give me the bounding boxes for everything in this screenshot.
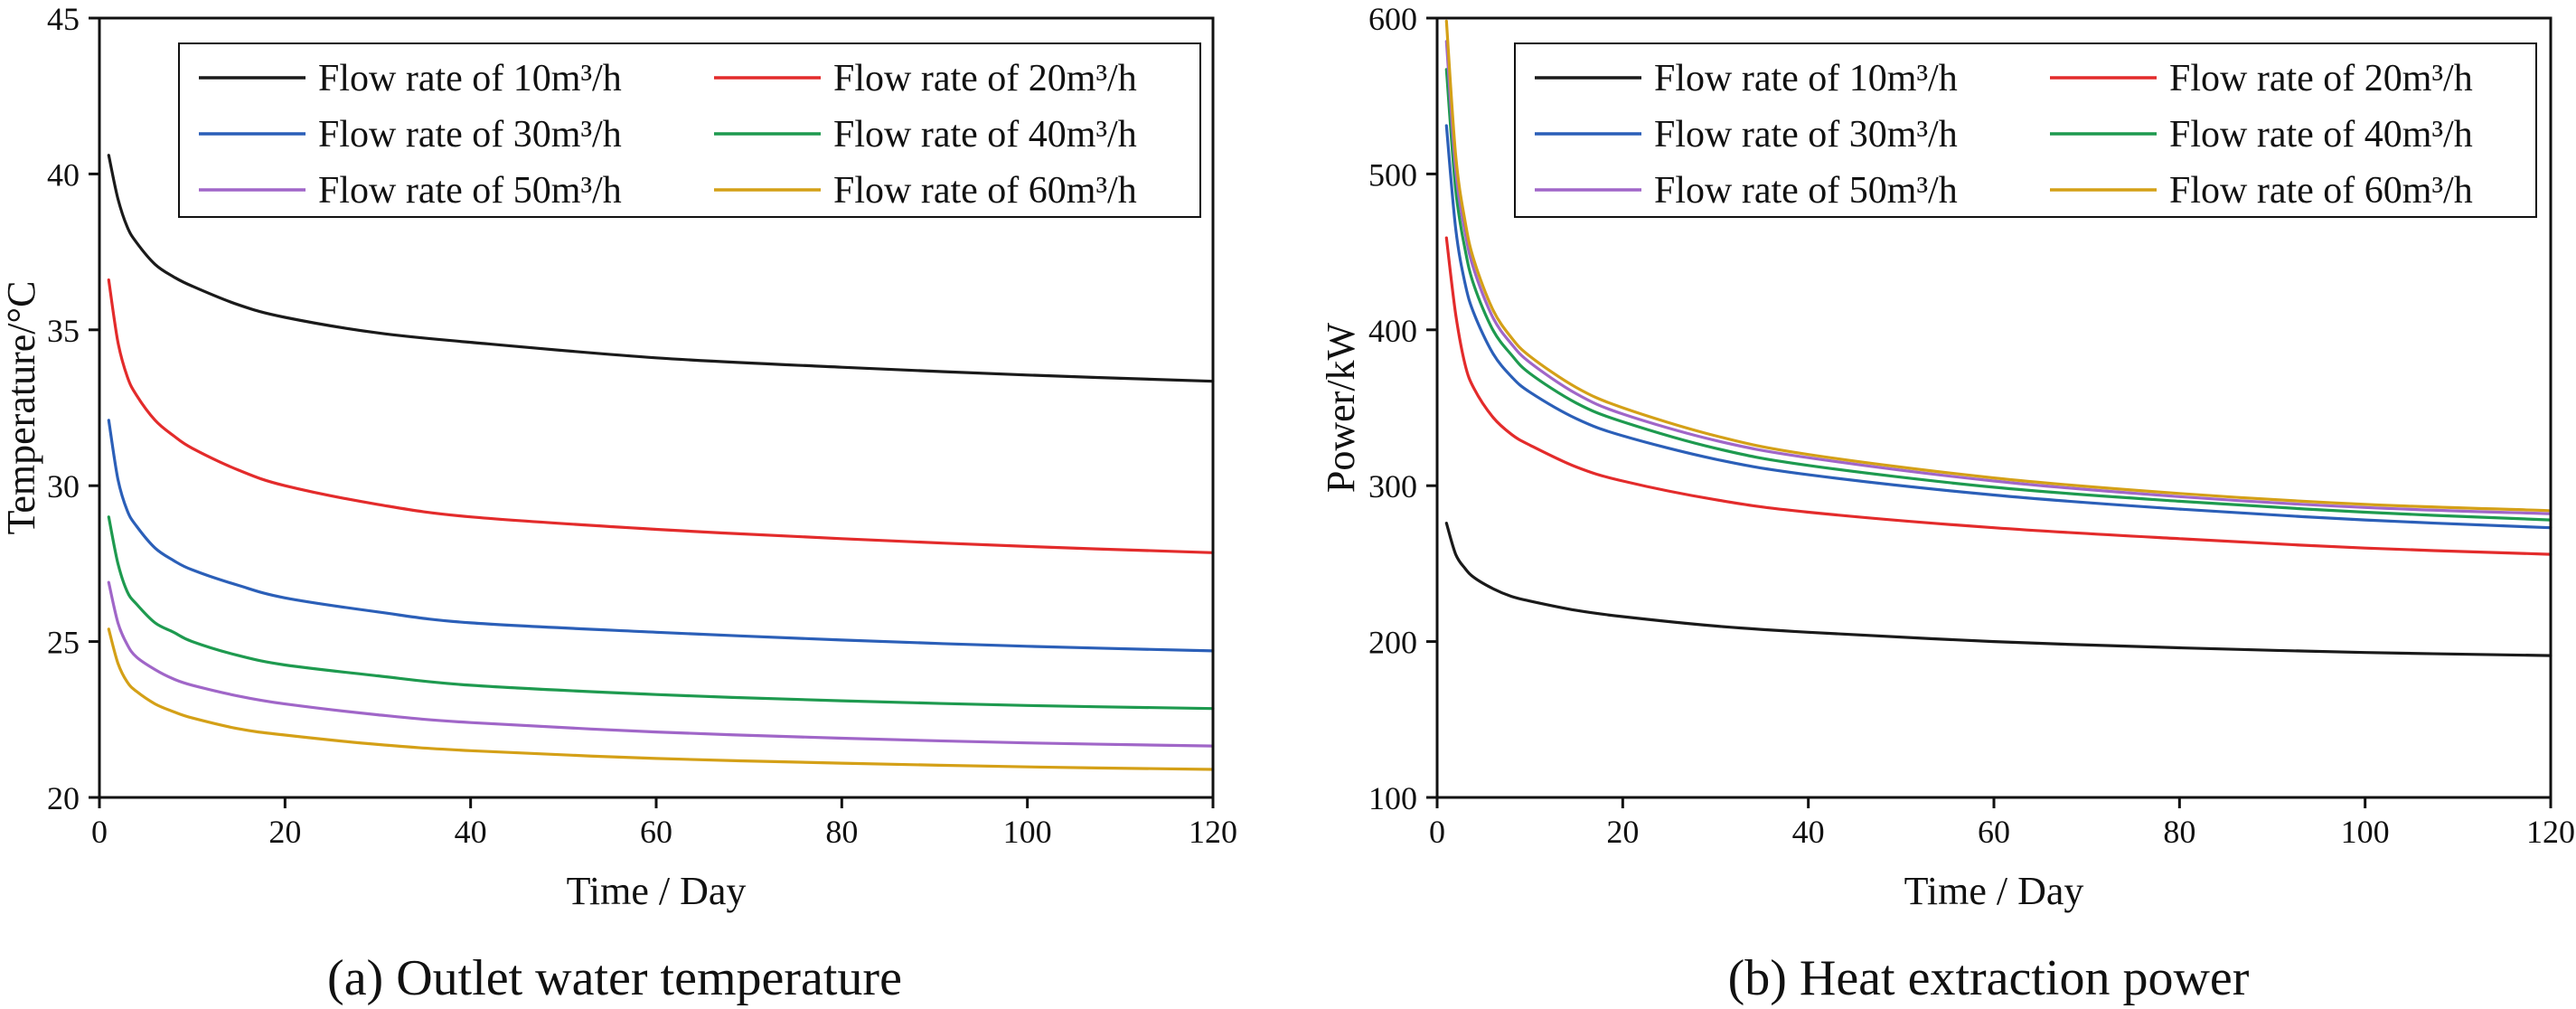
- panel-a-x-tick-label: 120: [1189, 814, 1237, 850]
- panel-a-plot-frame: [98, 16, 1215, 799]
- panel-b-x-tick-label: 40: [1792, 814, 1825, 850]
- panel-a-legend-label: Flow rate of 20m³/h: [833, 58, 1137, 99]
- panel-b-series-line-flow-rate-of-20m-h: [1444, 236, 2552, 556]
- panel-a-x-tick-label: 0: [91, 814, 108, 850]
- panel-a-x-tick-label: 80: [825, 814, 858, 850]
- panel-b-legend: Flow rate of 10m³/h Flow rate of 20m³/h Fl…: [1514, 42, 2537, 218]
- panel-a-legend-box: [178, 42, 1201, 218]
- panel-b-y-tick-label: 100: [1368, 780, 1417, 816]
- panel-b-x-tick-label: 80: [2163, 814, 2195, 850]
- panel-a-y-tick-label: 45: [47, 1, 80, 37]
- panel-b-x-tick-label: 0: [1429, 814, 1445, 850]
- panel-b-legend-label: Flow rate of 60m³/h: [2169, 170, 2473, 212]
- panel-a-x-tick-label: 40: [455, 814, 487, 850]
- panel-b-series-line-flow-rate-of-60m-h: [1444, 19, 2552, 513]
- panel-b-legend-label: Flow rate of 20m³/h: [2169, 58, 2473, 99]
- panel-b-legend-label: Flow rate of 10m³/h: [1654, 58, 1958, 99]
- panel-b-x-axis-title: Time / Day: [1904, 869, 2084, 913]
- panel-a-x-tick-label: 100: [1003, 814, 1052, 850]
- panel-b-legend-box: [1514, 42, 2537, 218]
- panel-b-y-axis-title: Power/kW: [1319, 322, 1363, 493]
- panel-b-legend-label: Flow rate of 40m³/h: [2169, 114, 2473, 156]
- panel-b-y-tick-label: 400: [1368, 313, 1417, 349]
- panel-a-y-tick-label: 20: [47, 780, 80, 816]
- panel-a-legend: Flow rate of 10m³/h Flow rate of 20m³/h Fl…: [178, 42, 1201, 218]
- panel-a-series-line-flow-rate-of-60m-h: [107, 627, 1215, 771]
- panel-a-caption: (a) Outlet water temperature: [327, 950, 902, 1006]
- panel-a-legend-label: Flow rate of 50m³/h: [318, 170, 622, 212]
- panel-b-x-tick-label: 120: [2526, 814, 2575, 850]
- panel-a-y-axis-title: Temperature/°C: [0, 281, 43, 535]
- panel-a-legend-label: Flow rate of 60m³/h: [833, 170, 1137, 212]
- panel-a-y-tick-label: 40: [47, 156, 80, 193]
- panel-b-x-tick-label: 60: [1978, 814, 2010, 850]
- panel-a-series-line-flow-rate-of-20m-h: [107, 278, 1215, 554]
- panel-b-series-line-flow-rate-of-10m-h: [1444, 522, 2552, 657]
- panel-b-x-tick-label: 20: [1606, 814, 1639, 850]
- panel-a-x-tick-label: 20: [268, 814, 301, 850]
- panel-b-series-layer: [1444, 19, 2552, 657]
- panel-a-legend-label: Flow rate of 30m³/h: [318, 114, 622, 156]
- panel-b-caption: (b) Heat extraction power: [1728, 950, 2250, 1006]
- panel-b-heat-extraction-power: 0 20 40 60 80 100 120 100 200 300 400 500 600 Time /…: [1319, 1, 2575, 1006]
- panel-b-plot-frame: [1435, 16, 2552, 799]
- panel-b-y-tick-label: 500: [1368, 156, 1417, 193]
- panel-a-series-line-flow-rate-of-30m-h: [107, 419, 1215, 653]
- panel-b-series-line-flow-rate-of-30m-h: [1444, 124, 2552, 530]
- panel-a-tick-layer: 0 20 40 60 80 100 120 20 25 30 35 40 45: [47, 1, 1237, 850]
- panel-b-x-tick-label: 100: [2341, 814, 2390, 850]
- panel-b-y-tick-label: 600: [1368, 1, 1417, 37]
- panel-a-y-tick-label: 35: [47, 313, 80, 349]
- panel-b-legend-label: Flow rate of 30m³/h: [1654, 114, 1958, 156]
- panel-a-y-tick-label: 25: [47, 625, 80, 661]
- panel-a-legend-label: Flow rate of 40m³/h: [833, 114, 1137, 156]
- panel-a-series-line-flow-rate-of-50m-h: [107, 580, 1215, 748]
- panel-a-outlet-water-temperature: 0 20 40 60 80 100 120 20 25 30 35 40 45 Time / Day T…: [0, 1, 1237, 1006]
- panel-b-legend-label: Flow rate of 50m³/h: [1654, 170, 1958, 212]
- panel-a-series-line-flow-rate-of-40m-h: [107, 515, 1215, 711]
- panel-b-tick-layer: 0 20 40 60 80 100 120 100 200 300 400 500 600: [1368, 1, 2575, 850]
- panel-a-series-layer: [107, 154, 1215, 771]
- panel-a-legend-label: Flow rate of 10m³/h: [318, 58, 622, 99]
- panel-b-series-line-flow-rate-of-50m-h: [1444, 40, 2552, 515]
- panel-b-y-tick-label: 200: [1368, 625, 1417, 661]
- panel-b-series-line-flow-rate-of-40m-h: [1444, 68, 2552, 522]
- panel-a-x-axis-title: Time / Day: [567, 869, 747, 913]
- panel-a-x-tick-label: 60: [640, 814, 672, 850]
- panel-b-y-tick-label: 300: [1368, 468, 1417, 504]
- panel-a-y-tick-label: 30: [47, 468, 80, 504]
- panel-a-series-line-flow-rate-of-10m-h: [107, 154, 1215, 383]
